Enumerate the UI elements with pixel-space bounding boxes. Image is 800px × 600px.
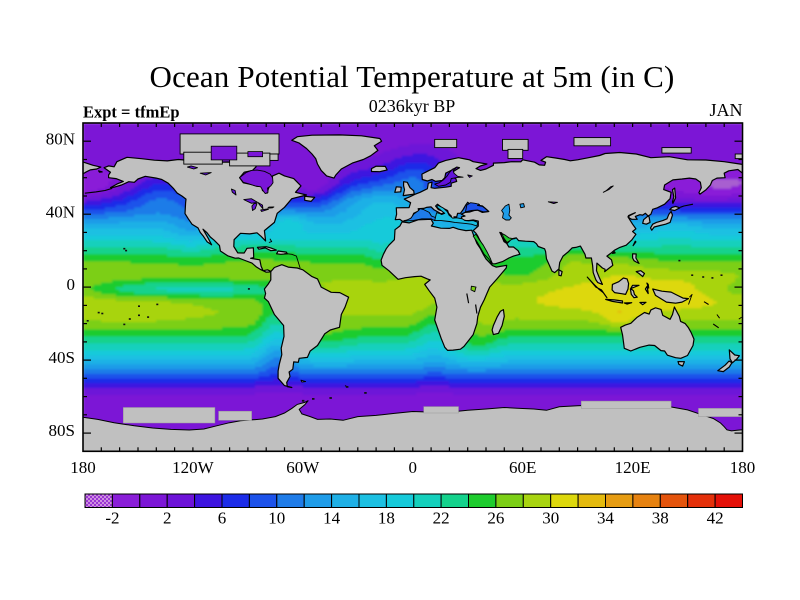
svg-text:60W: 60W	[286, 458, 320, 477]
svg-text:120E: 120E	[615, 458, 651, 477]
svg-text:180: 180	[70, 458, 96, 477]
svg-text:120W: 120W	[172, 458, 215, 477]
svg-text:0236kyr BP: 0236kyr BP	[369, 96, 456, 116]
svg-text:2: 2	[163, 509, 172, 528]
svg-text:6: 6	[218, 509, 227, 528]
svg-text:40S: 40S	[49, 348, 75, 367]
svg-text:0: 0	[67, 275, 76, 294]
svg-text:34: 34	[597, 509, 615, 528]
svg-text:Ocean Potential Temperature at: Ocean Potential Temperature at 5m (in C)	[150, 59, 675, 94]
svg-text:26: 26	[487, 509, 504, 528]
svg-text:22: 22	[433, 509, 450, 528]
svg-text:80N: 80N	[46, 129, 75, 148]
svg-text:Expt = tfmEp: Expt = tfmEp	[83, 103, 180, 122]
svg-text:10: 10	[268, 509, 285, 528]
svg-text:80S: 80S	[49, 421, 75, 440]
svg-text:30: 30	[542, 509, 559, 528]
svg-text:JAN: JAN	[709, 100, 742, 120]
svg-text:14: 14	[323, 509, 341, 528]
svg-text:42: 42	[707, 509, 724, 528]
svg-text:0: 0	[409, 458, 418, 477]
svg-text:38: 38	[652, 509, 669, 528]
svg-text:18: 18	[378, 509, 395, 528]
svg-text:60E: 60E	[509, 458, 536, 477]
svg-text:-2: -2	[105, 509, 119, 528]
svg-text:40N: 40N	[46, 202, 75, 221]
svg-text:180: 180	[730, 458, 756, 477]
